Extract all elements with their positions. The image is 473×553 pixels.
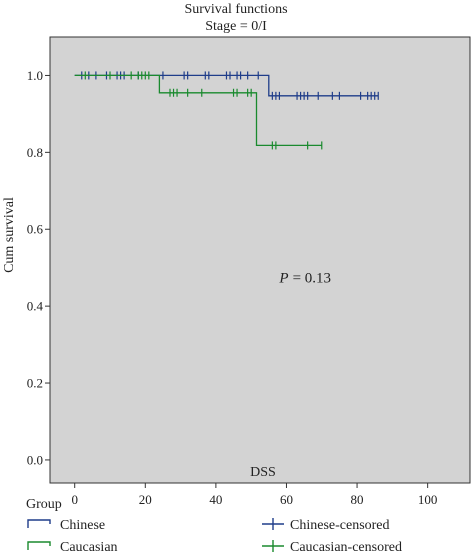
p-value-text: = 0.13 — [293, 270, 331, 286]
caucasian-legend-swatch — [27, 541, 51, 550]
y-tick-label: 0.0 — [27, 452, 43, 467]
legend-item-label: Chinese-censored — [290, 518, 390, 533]
x-axis-label: DSS — [250, 465, 276, 480]
x-tick-label: 20 — [139, 492, 152, 507]
x-tick-label: 0 — [71, 492, 78, 507]
p-value-symbol: P — [278, 270, 288, 286]
y-tick-label: 0.6 — [27, 222, 44, 237]
p-value-annotation: P = 0.13 — [278, 270, 331, 286]
y-tick-label: 0.2 — [27, 376, 43, 391]
legend-item-label: Caucasian-censored — [290, 540, 402, 553]
legend-item-label: Caucasian — [60, 540, 118, 553]
chart-subtitle: Stage = 0/I — [205, 19, 267, 34]
chinese-legend-swatch — [27, 519, 51, 528]
y-tick-label: 0.8 — [27, 145, 43, 160]
y-axis-label: Cum survival — [2, 197, 17, 273]
plot-area — [49, 36, 471, 484]
x-tick-label: 60 — [280, 492, 293, 507]
legend-title: Group — [26, 497, 62, 512]
x-tick-label: 40 — [209, 492, 222, 507]
x-tick-label: 80 — [351, 492, 364, 507]
y-tick-label: 0.4 — [27, 299, 44, 314]
axes: 0 20 40 60 80 100 0.0 0.2 0.4 0.6 0.8 1.0 — [27, 68, 438, 507]
x-tick-label: 100 — [418, 492, 438, 507]
chart-title: Survival functions — [184, 2, 287, 17]
chinese-survival-line — [74, 74, 379, 97]
y-tick-label: 1.0 — [27, 68, 43, 83]
series-layer — [74, 71, 379, 150]
legend: Group Chinese Caucasian Chinese-censored Ca… — [26, 497, 402, 553]
legend-item-label: Chinese — [60, 518, 105, 533]
